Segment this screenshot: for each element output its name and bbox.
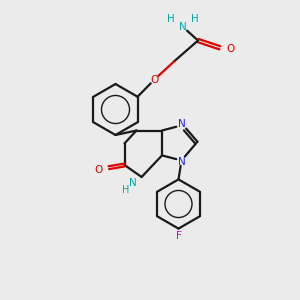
Text: N: N — [178, 157, 186, 167]
Text: H: H — [167, 14, 175, 25]
Text: N: N — [179, 22, 187, 32]
Text: O: O — [94, 165, 103, 176]
Text: O: O — [150, 75, 159, 85]
Text: H: H — [122, 184, 130, 195]
Text: H: H — [191, 14, 199, 25]
Text: N: N — [129, 178, 136, 188]
Text: F: F — [176, 231, 182, 241]
Text: O: O — [226, 44, 235, 55]
Text: N: N — [178, 119, 186, 129]
